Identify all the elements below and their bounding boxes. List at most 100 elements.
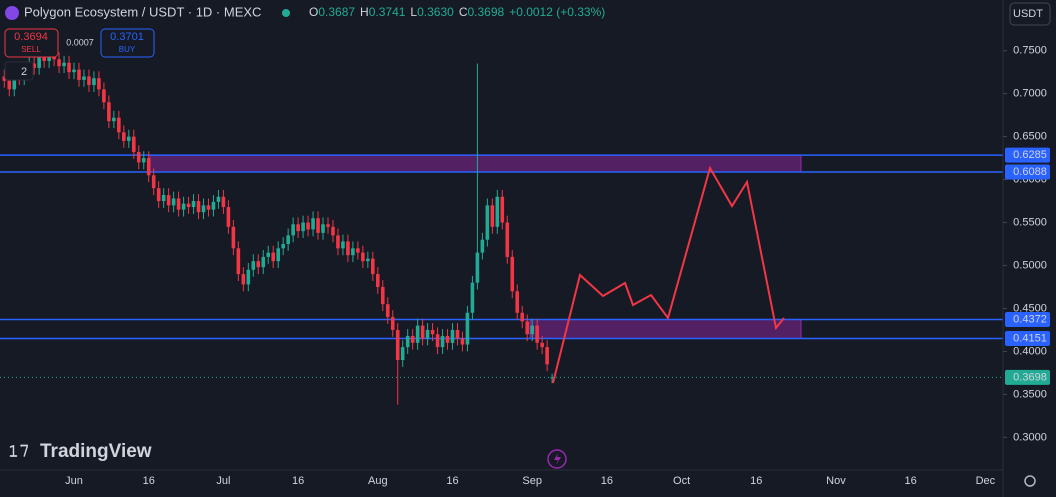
candle-body xyxy=(72,69,76,73)
sell-price: 0.3694 xyxy=(14,31,48,43)
x-tick-label: 16 xyxy=(601,475,613,487)
x-tick-label: Oct xyxy=(673,475,690,487)
candle-body xyxy=(226,207,231,227)
candle-body xyxy=(286,235,290,245)
candle-body xyxy=(420,325,425,339)
sell-button[interactable] xyxy=(4,28,59,58)
candle-body xyxy=(221,196,226,208)
legend-value: 0.3698 xyxy=(467,5,504,19)
zone xyxy=(529,318,802,339)
candle-body xyxy=(510,256,515,292)
candle-body xyxy=(92,78,96,86)
events-icon[interactable] xyxy=(547,449,567,469)
candle-body xyxy=(246,269,251,285)
y-tick-label: 0.6500 xyxy=(1013,131,1047,143)
candle-body xyxy=(395,329,400,361)
x-tick-label: Sep xyxy=(522,475,542,487)
legend-value: 0.3630 xyxy=(417,5,454,19)
candle-body xyxy=(281,244,285,249)
candle-body xyxy=(107,102,111,122)
settings-icon[interactable] xyxy=(1024,475,1036,487)
candle-body xyxy=(415,325,420,343)
candle-body xyxy=(141,158,146,163)
candle-body xyxy=(67,62,71,73)
sell-label: SELL xyxy=(21,45,41,54)
x-tick-label: 16 xyxy=(446,475,458,487)
legend-label: O xyxy=(309,5,318,19)
events-bolt xyxy=(554,453,561,465)
candle-body xyxy=(371,258,375,275)
y-tick-label: 0.7000 xyxy=(1013,88,1047,100)
candle-body xyxy=(475,252,480,283)
candle-body xyxy=(495,196,500,227)
candle-body xyxy=(201,205,206,213)
currency-button[interactable] xyxy=(1009,2,1051,26)
x-tick-label: Jun xyxy=(65,475,83,487)
x-tick-label: Jul xyxy=(216,475,230,487)
candle-body xyxy=(82,76,86,80)
candle-body xyxy=(57,59,61,67)
price-label: 0.6088 xyxy=(1013,166,1047,178)
candle-body xyxy=(87,76,91,86)
buy-price: 0.3701 xyxy=(110,31,144,43)
candle-body xyxy=(47,54,51,62)
collapse-button[interactable] xyxy=(4,61,34,81)
candle-body xyxy=(485,205,490,240)
buy-button[interactable] xyxy=(100,28,155,58)
brand-logo: 𝟷𝟽 xyxy=(8,441,30,460)
candle-body xyxy=(77,69,81,80)
candle-body xyxy=(520,312,525,322)
legend-label: C xyxy=(459,5,468,19)
candle-body xyxy=(166,195,171,206)
candle-body xyxy=(400,347,405,361)
candle-body xyxy=(266,252,271,257)
candle-body xyxy=(535,325,539,343)
legend-value: 0.3687 xyxy=(318,5,355,19)
candle-body xyxy=(455,329,460,339)
last-price-box xyxy=(1005,369,1050,385)
candle-body xyxy=(131,136,136,153)
candle-body xyxy=(316,218,320,233)
candle-body xyxy=(540,342,544,348)
price-label-box xyxy=(1005,311,1050,327)
price-label: 0.4372 xyxy=(1013,313,1047,325)
candle-body xyxy=(251,261,256,270)
legend-label: L xyxy=(410,5,417,19)
candle-body xyxy=(440,335,445,348)
spread: 0.0007 xyxy=(66,37,94,47)
candle-body xyxy=(425,329,430,339)
price-label-box xyxy=(1005,164,1050,180)
price-label-box xyxy=(1005,147,1050,163)
y-tick-label: 0.3500 xyxy=(1013,388,1047,400)
candle-body xyxy=(136,152,141,163)
candle-body xyxy=(480,239,485,253)
x-tick-label: Aug xyxy=(368,475,388,487)
x-tick-label: 16 xyxy=(905,475,917,487)
candle-body xyxy=(525,321,529,335)
candle-body xyxy=(32,63,36,68)
price-label: 0.4151 xyxy=(1013,332,1047,344)
candle-body xyxy=(196,201,201,213)
x-tick-label: 16 xyxy=(143,475,155,487)
candle-body xyxy=(390,317,395,330)
candle-body xyxy=(171,198,176,206)
candle-body xyxy=(435,334,440,348)
candle-body xyxy=(341,241,345,249)
candle-body xyxy=(410,335,415,343)
symbol-title: Polygon Ecosystem / USDT · 1D · MEXC xyxy=(24,4,261,19)
candle-body xyxy=(7,80,12,90)
candle-body xyxy=(385,304,390,318)
candle-body xyxy=(296,224,300,232)
legend-label: H xyxy=(360,5,369,19)
candle-body xyxy=(276,248,280,262)
brand: TradingView xyxy=(40,441,152,462)
price-label-box xyxy=(1005,330,1050,346)
candle-body xyxy=(301,222,305,232)
candle-body xyxy=(62,62,66,67)
candle-body xyxy=(530,325,534,335)
candle-body xyxy=(12,74,17,90)
y-tick-label: 0.3000 xyxy=(1013,431,1047,443)
candle-body xyxy=(216,196,221,202)
candle-body xyxy=(122,132,126,141)
